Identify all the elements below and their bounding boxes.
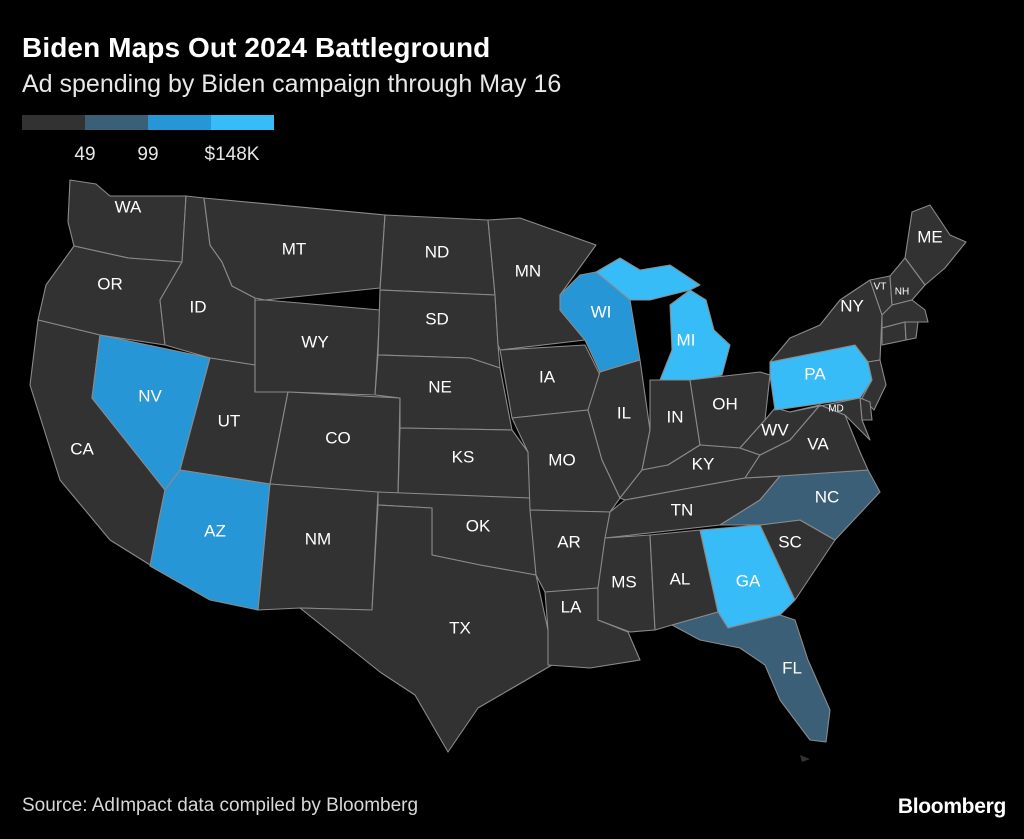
label-OK: OK bbox=[466, 516, 491, 535]
legend-label-99: 99 bbox=[137, 144, 159, 165]
label-UT: UT bbox=[218, 411, 241, 430]
state-TX bbox=[299, 504, 553, 753]
label-ID: ID bbox=[190, 297, 207, 316]
label-CO: CO bbox=[325, 428, 351, 447]
label-ME: ME bbox=[917, 227, 943, 246]
legend-label-max: $148K bbox=[204, 144, 260, 165]
label-NC: NC bbox=[815, 487, 840, 506]
label-SC: SC bbox=[778, 532, 802, 551]
label-TX: TX bbox=[449, 618, 471, 637]
label-SD: SD bbox=[425, 309, 449, 328]
label-MD: MD bbox=[828, 404, 844, 415]
label-NE: NE bbox=[428, 377, 452, 396]
label-LA: LA bbox=[561, 597, 582, 616]
label-AR: AR bbox=[557, 532, 581, 551]
label-ND: ND bbox=[425, 242, 450, 261]
state-MI bbox=[659, 289, 731, 381]
state-NY bbox=[769, 279, 883, 363]
label-WA: WA bbox=[115, 197, 142, 216]
label-MT: MT bbox=[282, 239, 307, 258]
source-note: Source: AdImpact data compiled by Bloomb… bbox=[22, 795, 419, 816]
state-NH bbox=[889, 257, 926, 306]
label-WI: WI bbox=[591, 302, 612, 321]
state-NJ bbox=[861, 359, 887, 411]
label-AZ: AZ bbox=[204, 521, 226, 540]
legend-swatch-tier-0 bbox=[22, 115, 85, 130]
legend-swatch-tier-3 bbox=[211, 115, 274, 130]
label-OH: OH bbox=[712, 394, 738, 413]
chart-title: Biden Maps Out 2024 Battleground bbox=[22, 32, 491, 63]
label-IL: IL bbox=[617, 403, 631, 422]
label-MS: MS bbox=[611, 572, 637, 591]
legend-color-bar bbox=[22, 115, 274, 130]
label-TN: TN bbox=[671, 500, 694, 519]
label-IN: IN bbox=[667, 407, 684, 426]
bloomberg-logo: Bloomberg bbox=[897, 795, 1006, 818]
label-VT: VT bbox=[874, 282, 887, 293]
florida-keys bbox=[800, 755, 810, 762]
label-NH: NH bbox=[895, 287, 909, 298]
state-NC bbox=[719, 469, 881, 541]
state-ME bbox=[904, 204, 967, 286]
legend-label-49: 49 bbox=[74, 144, 96, 165]
label-WV: WV bbox=[761, 420, 789, 439]
legend-swatch-tier-2 bbox=[148, 115, 211, 130]
label-NV: NV bbox=[138, 386, 162, 405]
label-KY: KY bbox=[692, 454, 715, 473]
label-OR: OR bbox=[97, 274, 123, 293]
label-FL: FL bbox=[782, 658, 802, 677]
chart-subtitle: Ad spending by Biden campaign through Ma… bbox=[22, 70, 562, 98]
label-AL: AL bbox=[670, 569, 691, 588]
legend-swatch-tier-1 bbox=[85, 115, 148, 130]
label-VA: VA bbox=[807, 434, 829, 453]
label-NM: NM bbox=[305, 529, 331, 548]
label-KS: KS bbox=[452, 447, 475, 466]
label-MI: MI bbox=[677, 330, 696, 349]
label-PA: PA bbox=[804, 364, 826, 383]
state-FL bbox=[671, 611, 831, 743]
label-IA: IA bbox=[539, 367, 556, 386]
label-CA: CA bbox=[70, 439, 94, 458]
label-GA: GA bbox=[736, 571, 761, 590]
label-WY: WY bbox=[301, 332, 328, 351]
state-MD bbox=[789, 397, 871, 441]
label-NY: NY bbox=[840, 296, 864, 315]
state-RI bbox=[904, 321, 919, 341]
label-MN: MN bbox=[515, 261, 541, 280]
state-MI-upper bbox=[595, 257, 701, 301]
label-MO: MO bbox=[548, 450, 575, 469]
